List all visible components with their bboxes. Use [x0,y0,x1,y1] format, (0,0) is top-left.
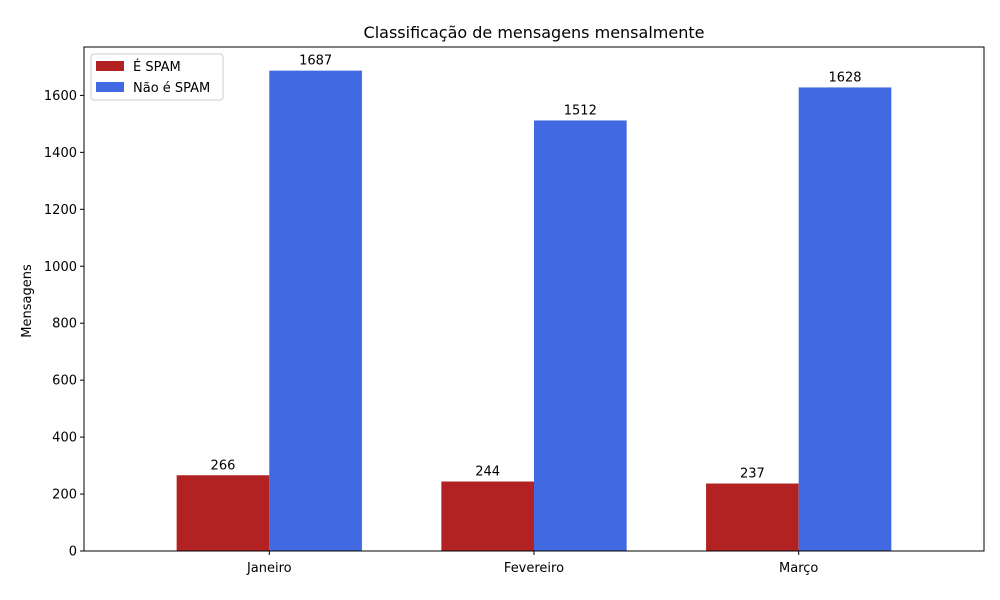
bar-series-1-março [798,87,892,551]
bar-series-1-janeiro [269,70,362,551]
data-label: 1512 [564,103,597,118]
data-label: 1687 [299,54,332,69]
chart-title: Classificação de mensagens mensalmente [364,23,705,42]
y-tick-label: 400 [52,431,77,446]
y-tick-label: 600 [52,374,77,389]
data-label: 266 [211,458,236,473]
data-label: 244 [475,465,500,480]
legend-label: É SPAM [133,59,181,75]
bar-series-1-fevereiro [534,120,627,551]
legend-label: Não é SPAM [133,81,210,96]
x-tick-label: Fevereiro [504,561,564,576]
y-tick-label: 0 [69,545,77,560]
data-label: 1628 [828,70,861,85]
bar-series-0-janeiro [176,475,270,551]
bar-series-0-fevereiro [441,481,534,551]
data-label: 237 [740,467,765,482]
y-tick-label: 1400 [44,146,77,161]
plot-frame [83,46,985,552]
legend: É SPAM Não é SPAM [90,53,224,101]
y-tick-label: 1600 [44,89,77,104]
legend-swatch [96,82,124,92]
y-tick-label: 200 [52,488,77,503]
y-axis-label: Mensagens [20,264,35,338]
legend-swatch [96,61,124,71]
y-tick-label: 1000 [44,260,77,275]
y-tick-label: 800 [52,317,77,332]
x-tick-label: Janeiro [246,561,292,576]
y-tick-label: 1200 [44,203,77,218]
plot-area: 0 200 400 600 800 1000 1200 1400 1600 266 244 237 16… [44,54,892,576]
bar-series-0-março [706,483,799,551]
x-tick-label: Março [779,561,818,576]
